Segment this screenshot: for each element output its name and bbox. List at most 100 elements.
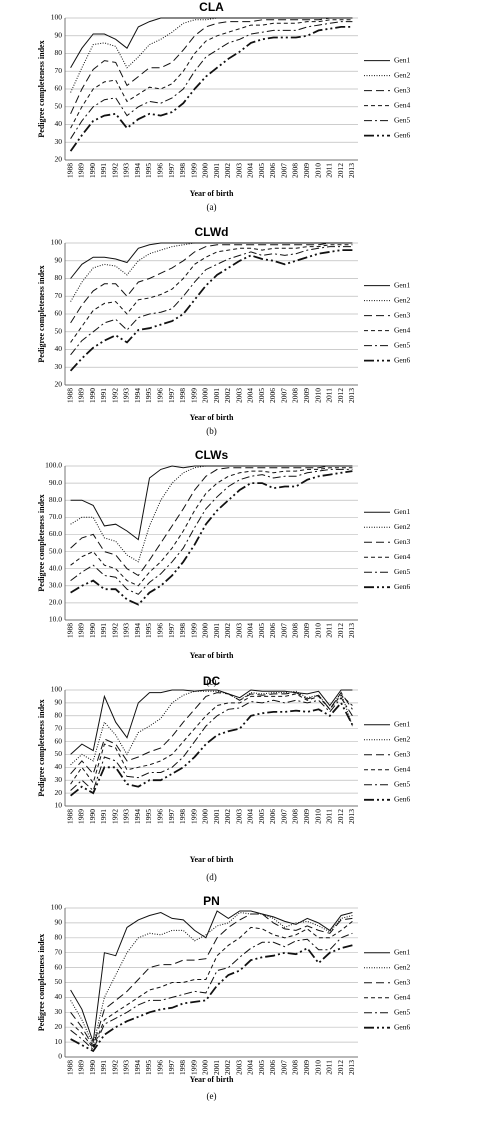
legend-label: Gen2 — [394, 70, 410, 79]
chart-title: CLWd — [195, 225, 229, 239]
series-line — [70, 932, 353, 1051]
x-tick-label: 1995 — [144, 1060, 153, 1075]
legend-label: Gen3 — [394, 977, 410, 986]
y-tick-label: 60 — [55, 962, 63, 971]
series-line — [70, 913, 353, 1048]
x-tick-label: 2006 — [268, 623, 277, 638]
x-tick-label: 1991 — [99, 163, 108, 178]
y-tick-label: 10 — [55, 1037, 63, 1046]
x-axis-label: Year of birth — [190, 1075, 234, 1084]
x-tick-label: 1996 — [156, 163, 165, 178]
series-line — [70, 17, 353, 115]
x-tick-label: 2007 — [279, 388, 288, 403]
x-axis-label: Year of birth — [190, 413, 234, 422]
x-tick-label: 2010 — [313, 809, 322, 824]
legend-label: Gen1 — [394, 947, 410, 956]
legend-label: Gen5 — [394, 115, 410, 124]
y-tick-label: 40.0 — [49, 563, 62, 572]
series-line — [70, 19, 353, 129]
series-line — [70, 465, 353, 563]
x-tick-label: 2003 — [234, 163, 243, 178]
x-tick-label: 2008 — [291, 809, 300, 824]
x-tick-label: 1994 — [133, 388, 142, 403]
x-tick-label: 2002 — [223, 623, 232, 638]
legend-label: Gen4 — [394, 325, 410, 334]
x-tick-label: 1999 — [189, 163, 198, 178]
x-tick-label: 2006 — [268, 163, 277, 178]
y-tick-label: 100 — [51, 685, 63, 694]
x-tick-label: 2012 — [336, 1060, 345, 1075]
x-tick-label: 2006 — [268, 388, 277, 403]
y-tick-label: 80 — [55, 273, 63, 282]
legend-label: Gen3 — [394, 750, 410, 759]
x-tick-label: 1992 — [110, 809, 119, 824]
x-tick-label: 2004 — [246, 1060, 255, 1075]
y-tick-label: 30.0 — [49, 580, 62, 589]
series-line — [70, 470, 353, 606]
series-line — [70, 911, 353, 1047]
legend-label: Gen2 — [394, 735, 410, 744]
y-tick-label: 50 — [55, 749, 63, 758]
y-tick-label: 40 — [55, 992, 63, 1001]
series-line — [70, 689, 353, 755]
x-tick-label: 2000 — [201, 163, 210, 178]
legend-label: Gen1 — [394, 55, 410, 64]
x-tick-label: 2005 — [257, 388, 266, 403]
x-tick-label: 2003 — [234, 809, 243, 824]
legend-label: Gen1 — [394, 720, 410, 729]
x-tick-label: 2003 — [234, 1060, 243, 1075]
x-tick-label: 2009 — [302, 1060, 311, 1075]
x-tick-label: 2000 — [201, 809, 210, 824]
y-tick-label: 70.0 — [49, 512, 62, 521]
x-tick-label: 2000 — [201, 1060, 210, 1075]
x-tick-label: 1990 — [88, 388, 97, 403]
legend-label: Gen5 — [394, 567, 410, 576]
series-line — [70, 465, 353, 541]
x-tick-label: 1992 — [110, 388, 119, 403]
x-tick-label: 2009 — [302, 809, 311, 824]
series-line — [70, 468, 353, 595]
y-tick-label: 90 — [55, 698, 63, 707]
x-tick-label: 1988 — [65, 623, 74, 638]
x-tick-label: 1999 — [189, 388, 198, 403]
x-tick-label: 2006 — [268, 1060, 277, 1075]
y-tick-label: 30 — [55, 775, 63, 784]
x-tick-label: 2001 — [212, 163, 221, 178]
x-tick-label: 1992 — [110, 163, 119, 178]
legend-label: Gen4 — [394, 992, 410, 1001]
x-tick-label: 1995 — [144, 388, 153, 403]
x-tick-label: 1991 — [99, 623, 108, 638]
y-tick-label: 100 — [51, 13, 63, 22]
x-tick-label: 1997 — [167, 809, 176, 824]
x-tick-label: 1994 — [133, 809, 142, 824]
x-tick-label: 2008 — [291, 388, 300, 403]
x-tick-label: 2009 — [302, 623, 311, 638]
x-tick-label: 2011 — [325, 623, 334, 638]
y-tick-label: 50 — [55, 977, 63, 986]
x-tick-label: 2007 — [279, 623, 288, 638]
y-axis-label: Pedigree completeness index — [37, 40, 46, 137]
chart-title: PN — [203, 894, 220, 908]
y-tick-label: 30 — [55, 137, 63, 146]
x-tick-label: 2000 — [201, 623, 210, 638]
legend-label: Gen4 — [394, 765, 410, 774]
x-tick-label: 1990 — [88, 809, 97, 824]
x-tick-label: 1996 — [156, 388, 165, 403]
y-tick-label: 90 — [55, 918, 63, 927]
x-tick-label: 1990 — [88, 623, 97, 638]
legend-label: Gen1 — [394, 280, 410, 289]
y-tick-label: 20 — [55, 380, 63, 389]
x-tick-label: 2002 — [223, 809, 232, 824]
x-tick-label: 2007 — [279, 163, 288, 178]
legend-label: Gen1 — [394, 507, 410, 516]
y-tick-label: 90.0 — [49, 478, 62, 487]
x-tick-label: 2011 — [325, 163, 334, 178]
x-tick-label: 2010 — [313, 163, 322, 178]
x-tick-label: 2008 — [291, 163, 300, 178]
y-tick-label: 20 — [55, 1022, 63, 1031]
y-tick-label: 70 — [55, 723, 63, 732]
caption: (a) — [207, 202, 217, 212]
x-tick-label: 1992 — [110, 1060, 119, 1075]
x-tick-label: 1991 — [99, 388, 108, 403]
